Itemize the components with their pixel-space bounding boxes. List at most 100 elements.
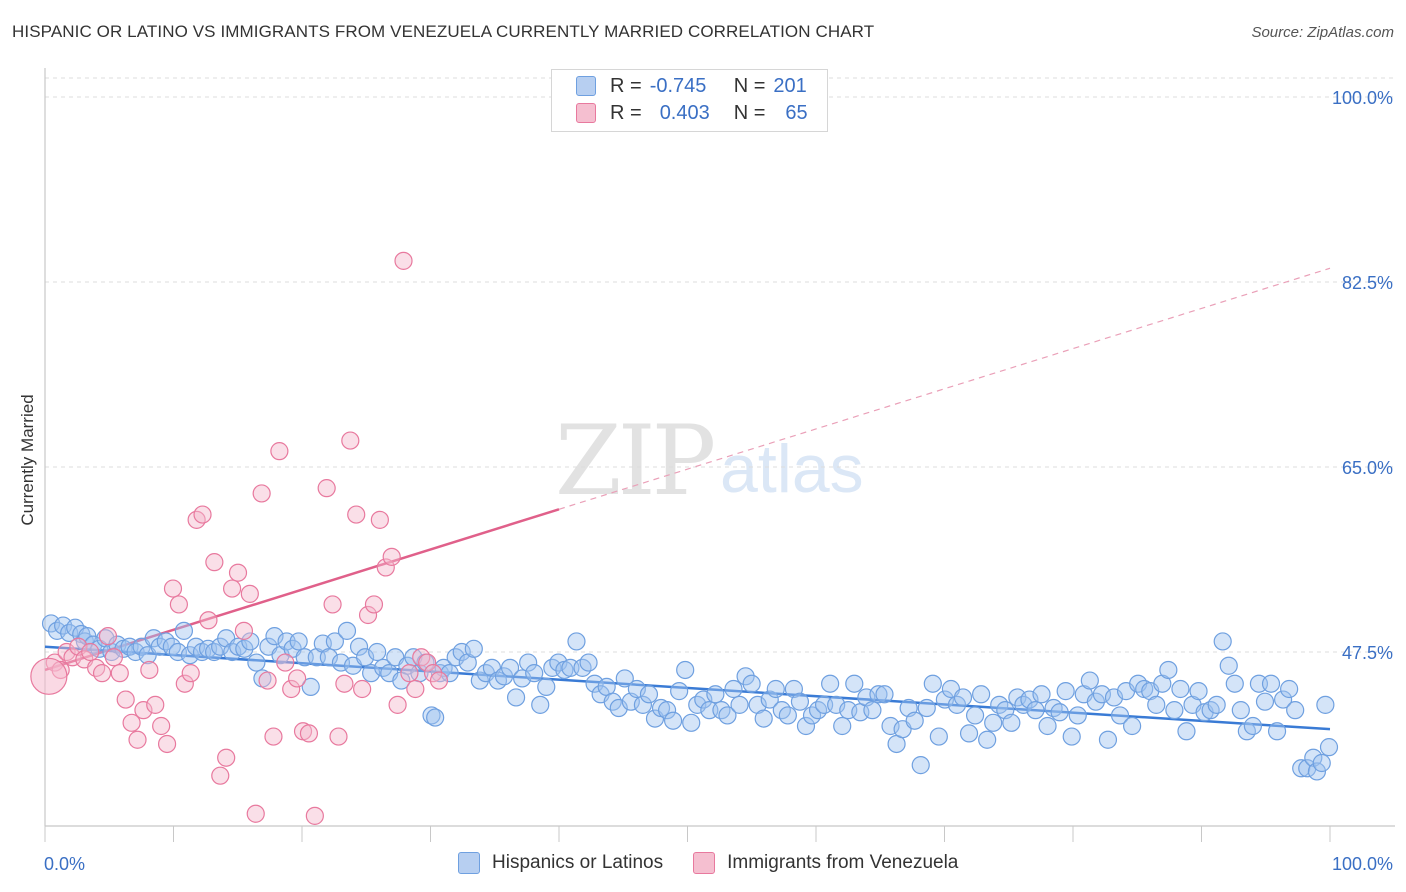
data-point-venezuela (329, 727, 348, 746)
data-point-hispanics (1280, 679, 1299, 699)
data-point-venezuela (152, 716, 171, 736)
data-point-hispanics (235, 639, 254, 658)
data-point-hispanics (426, 708, 445, 727)
data-point-hispanics (1231, 701, 1250, 720)
data-point-hispanics (827, 695, 846, 714)
data-point-hispanics (1147, 695, 1166, 714)
data-point-hispanics (1243, 716, 1263, 736)
data-point-hispanics (923, 674, 942, 693)
data-point-hispanics (1255, 692, 1275, 711)
data-point-hispanics (1307, 762, 1327, 781)
data-point-venezuela (418, 653, 437, 672)
data-point-hispanics (1273, 690, 1293, 709)
data-point-hispanics (935, 690, 954, 709)
series-legend: Hispanics or Latinos Immigrants from Ven… (458, 852, 988, 874)
data-point-venezuela (222, 579, 242, 598)
data-point-hispanics (1292, 759, 1311, 778)
data-point-hispanics (168, 642, 187, 662)
data-point-hispanics (718, 706, 737, 725)
data-point-venezuela (406, 679, 425, 699)
data-point-hispanics (265, 627, 284, 646)
watermark-atlas: atlas (720, 431, 864, 507)
data-point-hispanics (470, 671, 489, 690)
data-point-hispanics (1092, 685, 1112, 704)
data-point-venezuela (193, 505, 212, 524)
data-point-hispanics (639, 685, 659, 704)
correlation-legend: R = -0.745 N = 201 R = 0.403 N = 65 (551, 69, 828, 132)
data-point-hispanics (911, 756, 930, 775)
data-point-hispanics (537, 677, 556, 696)
legend-r-value: -0.745 (649, 74, 707, 97)
legend-swatch-pink (693, 852, 716, 874)
y-tick-label: 65.0% (1342, 458, 1393, 478)
data-point-hispanics (953, 688, 973, 707)
data-point-venezuela (122, 713, 141, 732)
data-point-venezuela (353, 679, 372, 699)
data-point-hispanics (845, 674, 864, 693)
data-point-venezuela (364, 595, 384, 614)
data-point-venezuela (146, 695, 165, 714)
data-point-hispanics (1038, 716, 1057, 736)
data-point-venezuela (175, 674, 194, 693)
data-point-venezuela (382, 547, 401, 566)
data-point-venezuela (98, 627, 118, 646)
data-point-hispanics (1086, 692, 1105, 711)
data-point-hispanics (355, 648, 375, 667)
data-point-hispanics (1165, 701, 1184, 720)
data-point-hispanics (929, 727, 948, 746)
data-point-hispanics (736, 667, 755, 686)
data-point-venezuela (169, 595, 188, 614)
data-point-hispanics (778, 706, 797, 725)
data-point-hispanics (664, 711, 683, 730)
data-point-venezuela (264, 727, 283, 746)
data-point-hispanics (1319, 738, 1339, 757)
legend-n-value: 201 (773, 74, 807, 97)
legend-label-hispanics: Hispanics or Latinos (492, 852, 664, 873)
data-point-venezuela (288, 669, 307, 688)
data-point-venezuela (335, 674, 354, 693)
data-point-venezuela (217, 748, 236, 767)
data-point-venezuela (388, 695, 407, 714)
legend-row-venezuela: R = 0.403 N = 65 (576, 101, 808, 125)
data-point-hispanics (349, 637, 369, 656)
data-point-hispanics (1026, 701, 1045, 720)
data-point-hispanics (917, 698, 936, 718)
legend-r-label: R = (610, 74, 642, 97)
data-point-venezuela (347, 505, 366, 524)
data-point-hispanics (325, 632, 344, 651)
data-point-hispanics (790, 692, 810, 711)
data-point-hispanics (821, 674, 840, 693)
data-point-hispanics (513, 669, 532, 688)
data-point-hispanics (579, 653, 598, 672)
data-point-venezuela (358, 605, 378, 625)
data-point-venezuela (270, 442, 289, 461)
data-point-hispanics (1068, 706, 1087, 725)
data-point-hispanics (1189, 682, 1208, 701)
data-point-hispanics (1312, 753, 1331, 773)
y-tick-label: 100.0% (1332, 88, 1393, 108)
data-point-venezuela (252, 484, 271, 503)
data-point-hispanics (585, 674, 604, 693)
data-point-hispanics (1062, 727, 1081, 746)
data-point-hispanics (1056, 682, 1075, 701)
data-point-hispanics (633, 695, 653, 714)
data-point-venezuela (282, 679, 301, 699)
data-point-hispanics (724, 679, 743, 699)
data-point-hispanics (833, 716, 852, 736)
data-point-hispanics (301, 677, 320, 696)
data-point-hispanics (506, 688, 526, 707)
data-point-hispanics (959, 724, 979, 743)
data-point-hispanics (1159, 660, 1178, 680)
data-point-hispanics (754, 709, 773, 728)
data-point-hispanics (627, 679, 646, 699)
data-point-venezuela (305, 806, 324, 825)
data-point-hispanics (1267, 722, 1287, 741)
y-axis-label: Currently Married (18, 394, 37, 526)
data-point-venezuela (400, 664, 419, 683)
data-point-venezuela (211, 766, 230, 785)
data-point-venezuela (104, 648, 123, 667)
data-point-hispanics (694, 690, 713, 709)
legend-swatch-blue (458, 852, 480, 874)
data-point-hispanics (1286, 701, 1305, 720)
data-point-venezuela (110, 664, 129, 683)
